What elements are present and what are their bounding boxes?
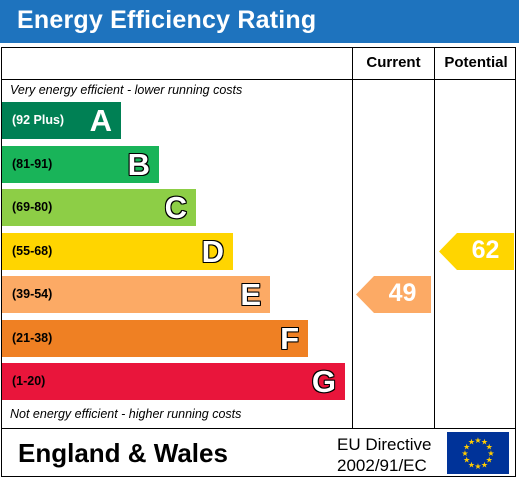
column-header-potential: Potential bbox=[444, 54, 508, 71]
title-bar: Energy Efficiency Rating bbox=[0, 0, 519, 43]
eu-star-icon: ★ bbox=[486, 456, 493, 465]
chart-frame bbox=[1, 47, 516, 477]
band-f: (21-38) F bbox=[2, 319, 308, 357]
band-letter-label: C bbox=[164, 190, 187, 225]
band-range-label: (81-91) bbox=[12, 156, 53, 171]
band-letter-label: B bbox=[127, 146, 150, 182]
eu-star-icon: ★ bbox=[463, 456, 470, 465]
eu-star-icon: ★ bbox=[481, 438, 488, 447]
band-e: (39-54) E bbox=[2, 276, 270, 313]
current-rating-value: 49 bbox=[388, 279, 417, 307]
band-letter-label: E bbox=[240, 277, 261, 312]
band-d: (55-68) D bbox=[2, 232, 233, 270]
eu-star-icon: ★ bbox=[474, 462, 481, 471]
footer-divider bbox=[1, 428, 516, 429]
eu-directive: EU Directive 2002/91/EC bbox=[337, 434, 431, 476]
band-letter-label: F bbox=[280, 320, 299, 356]
band-range-label: (55-68) bbox=[12, 243, 53, 258]
eu-star-icon: ★ bbox=[468, 438, 475, 447]
chart-title: Energy Efficiency Rating bbox=[17, 6, 317, 34]
top-note: Very energy efficient - lower running co… bbox=[10, 83, 243, 97]
divider-potential bbox=[434, 47, 435, 428]
eu-star-icon: ★ bbox=[463, 443, 470, 452]
potential-rating-arrow: 62 bbox=[439, 232, 514, 270]
band-range-label: (39-54) bbox=[12, 287, 53, 301]
eu-star-icon: ★ bbox=[474, 436, 481, 445]
band-letter-label: G bbox=[311, 364, 336, 399]
band-range-label: (21-38) bbox=[12, 330, 53, 345]
bottom-note: Not energy efficient - higher running co… bbox=[10, 407, 242, 421]
band-letter-label: A bbox=[89, 103, 112, 138]
header-divider bbox=[1, 79, 516, 80]
band-g: (1-20) G bbox=[2, 363, 345, 400]
directive-line-2: 2002/91/EC bbox=[337, 456, 427, 475]
potential-rating-value: 62 bbox=[471, 235, 500, 264]
eu-star-icon: ★ bbox=[461, 449, 468, 458]
eu-star-icon: ★ bbox=[468, 460, 475, 469]
band-range-label: (69-80) bbox=[12, 200, 53, 214]
current-rating-arrow: 49 bbox=[356, 276, 431, 313]
eu-star-icon: ★ bbox=[486, 443, 493, 452]
band-range-label: (92 Plus) bbox=[12, 113, 65, 127]
band-b: (81-91) B bbox=[2, 145, 159, 183]
potential-arrow-shape bbox=[439, 232, 514, 270]
band-letter-label: D bbox=[201, 233, 224, 269]
band-a: (92 Plus) A bbox=[2, 102, 121, 139]
band-c: (69-80) C bbox=[2, 189, 196, 226]
band-range-label: (1-20) bbox=[12, 374, 46, 388]
eu-flag-icon: ★★★★★★★★★ ★ ★★ bbox=[447, 432, 509, 474]
current-arrow-shape bbox=[356, 276, 431, 313]
region-label: England & Wales bbox=[18, 438, 228, 468]
directive-line-1: EU Directive bbox=[337, 435, 432, 454]
divider-current bbox=[352, 47, 353, 428]
eu-star-icon: ★ bbox=[481, 460, 488, 469]
column-header-current: Current bbox=[366, 54, 421, 71]
eu-star-icon: ★ bbox=[487, 449, 494, 458]
